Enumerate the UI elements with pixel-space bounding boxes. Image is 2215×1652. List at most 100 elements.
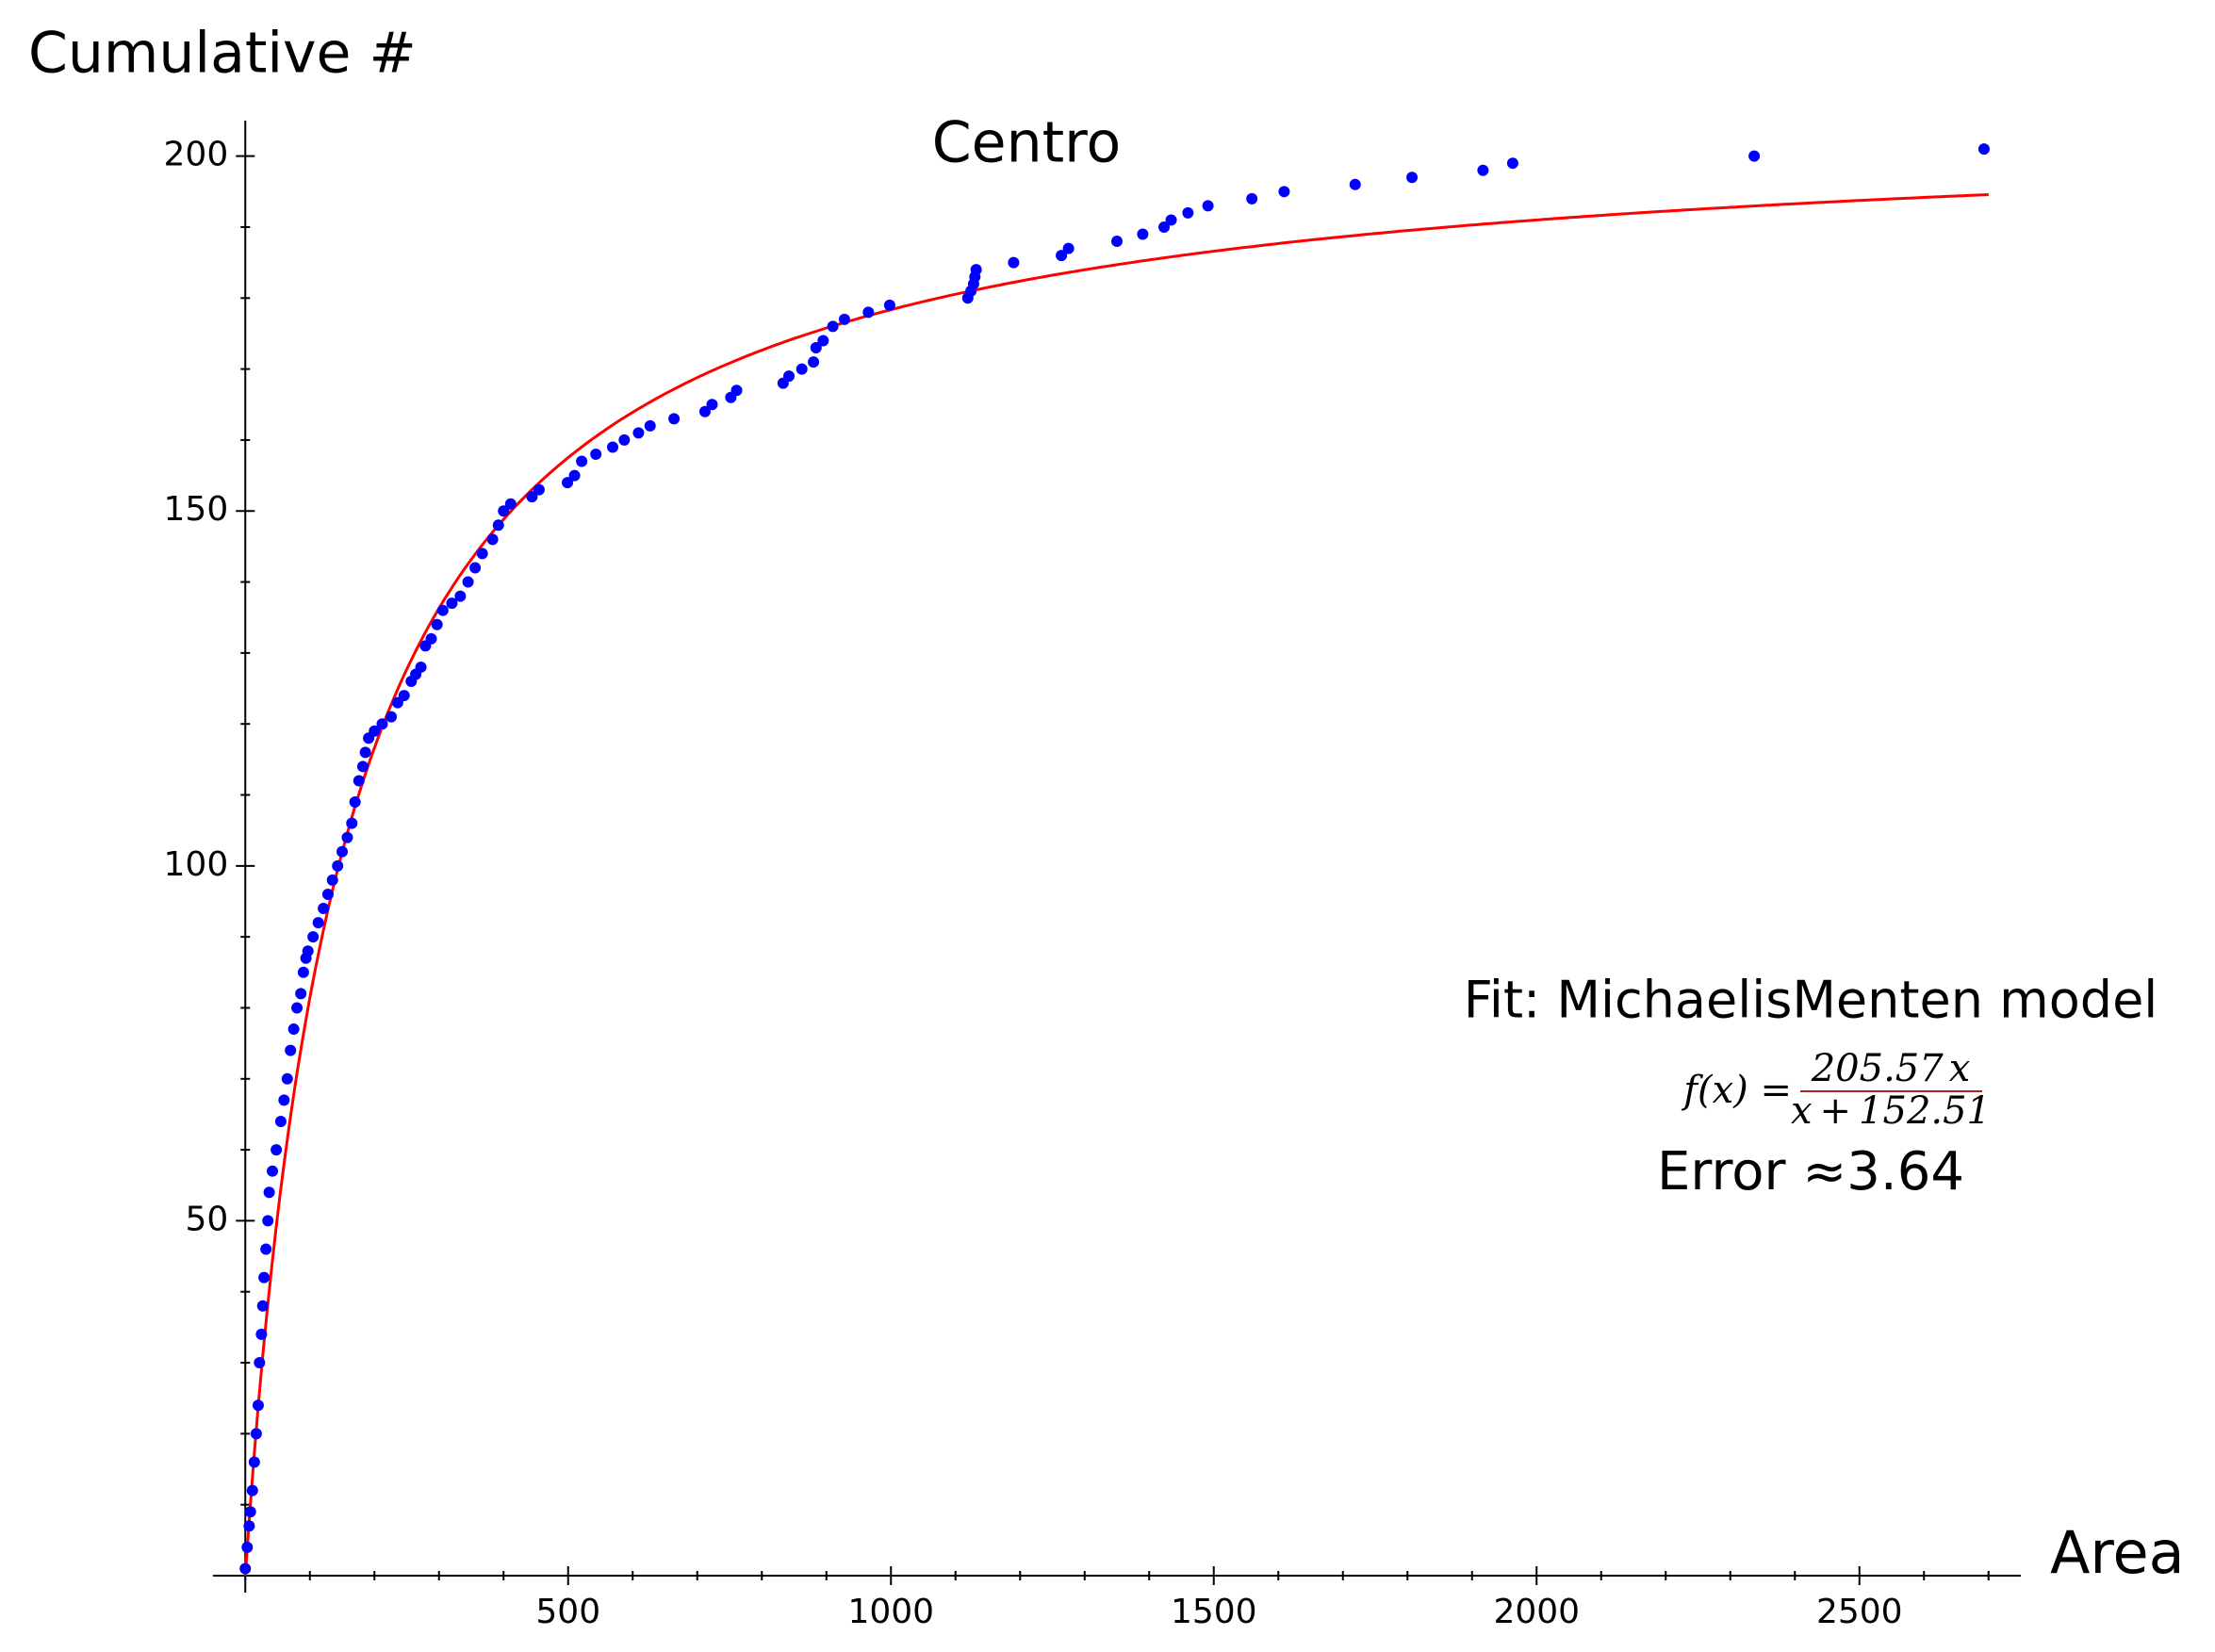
data-point [256, 1300, 269, 1312]
data-point [808, 356, 820, 368]
numerator-var: x [1949, 1047, 1971, 1090]
formula-lhs: f(x) = [1681, 1069, 1792, 1112]
data-point [255, 1328, 268, 1340]
data-point [498, 505, 510, 517]
error-value: 3.64 [1846, 1141, 1964, 1202]
data-point [862, 306, 875, 319]
x-tick-label: 1500 [1171, 1593, 1257, 1631]
data-point [1137, 228, 1149, 240]
data-point [1278, 186, 1290, 198]
data-point [632, 427, 645, 439]
data-point [263, 1186, 275, 1199]
data-point [698, 405, 711, 417]
x-tick-label: 2500 [1816, 1593, 1903, 1631]
data-point [295, 988, 307, 1000]
formula-denominator: x +152.51 [1791, 1089, 1991, 1133]
data-point [241, 1541, 254, 1553]
data-point [1165, 214, 1177, 226]
denominator-plus: + [1820, 1089, 1852, 1133]
y-tick-label: 50 [185, 1200, 228, 1238]
data-point [250, 1428, 262, 1440]
data-point [1477, 164, 1489, 176]
data-point [454, 590, 467, 602]
data-point [302, 945, 314, 957]
data-point [730, 384, 743, 397]
data-point [356, 761, 369, 773]
y-axis-label: Cumulative # [28, 21, 417, 87]
data-point [1246, 192, 1258, 204]
data-point [1158, 221, 1171, 233]
formula-numerator: 205.57 x [1811, 1047, 1971, 1090]
x-tick-label: 2000 [1493, 1593, 1580, 1631]
data-point [783, 370, 796, 383]
data-point [526, 491, 538, 503]
data-point [1406, 172, 1419, 184]
data-point [469, 562, 482, 574]
data-point [291, 1002, 304, 1014]
data-point [267, 1165, 279, 1177]
data-point [1111, 236, 1123, 248]
data-point [618, 433, 631, 446]
data-point [278, 1094, 290, 1106]
data-point [1506, 157, 1518, 170]
data-point [562, 477, 574, 489]
data-point [243, 1520, 255, 1532]
data-point [398, 690, 410, 702]
data-point [376, 718, 388, 730]
data-point [425, 632, 437, 645]
data-point [504, 498, 517, 510]
data-point [431, 618, 443, 630]
data-point [262, 1215, 274, 1227]
data-point [883, 299, 895, 311]
data-point [1056, 250, 1068, 262]
fit-label: Fit: MichaelisMenten model [1464, 971, 2158, 1030]
data-point [246, 1484, 258, 1497]
y-tick-label: 150 [164, 490, 229, 529]
denominator-b: 152.51 [1859, 1089, 1991, 1133]
data-point [492, 519, 504, 532]
data-point [668, 413, 681, 425]
data-point [827, 320, 839, 333]
data-point [260, 1243, 272, 1255]
data-point [607, 441, 619, 453]
numerator-a: 205.57 [1811, 1047, 1944, 1090]
data-point [415, 661, 427, 673]
data-point [281, 1072, 293, 1085]
data-point [287, 1023, 300, 1036]
data-point [353, 775, 365, 787]
data-point [1349, 178, 1361, 190]
error-text: Error ≈3.64 [1657, 1141, 1964, 1202]
data-point [810, 342, 822, 354]
data-point [1748, 150, 1761, 162]
data-point [346, 817, 358, 829]
data-point [1202, 200, 1214, 212]
data-point [568, 469, 581, 482]
data-point [838, 313, 850, 325]
data-point [307, 931, 320, 943]
data-point [274, 1115, 287, 1127]
formula: f(x) = 205.57 x x +152.51 [1681, 1047, 1991, 1133]
data-point [970, 264, 982, 276]
denominator-var: x [1791, 1089, 1813, 1133]
data-point [318, 903, 330, 915]
x-axis-label: Area [2050, 1518, 2185, 1587]
data-point [644, 419, 656, 432]
data-point [271, 1144, 283, 1156]
data-point [297, 966, 309, 978]
data-point [285, 1044, 297, 1056]
data-point [369, 725, 381, 737]
y-tick-label: 200 [164, 136, 229, 174]
data-point [1062, 242, 1075, 254]
x-tick-label: 1000 [847, 1593, 934, 1631]
data-point [486, 533, 499, 546]
data-point [312, 917, 324, 929]
data-point [462, 576, 474, 588]
error-label: Error ≈ [1657, 1141, 1846, 1202]
fit-curve [243, 193, 1989, 1577]
data-point [258, 1271, 271, 1284]
data-point [576, 455, 588, 467]
data-point [386, 711, 398, 723]
data-point [321, 888, 334, 900]
data-point [332, 859, 344, 872]
